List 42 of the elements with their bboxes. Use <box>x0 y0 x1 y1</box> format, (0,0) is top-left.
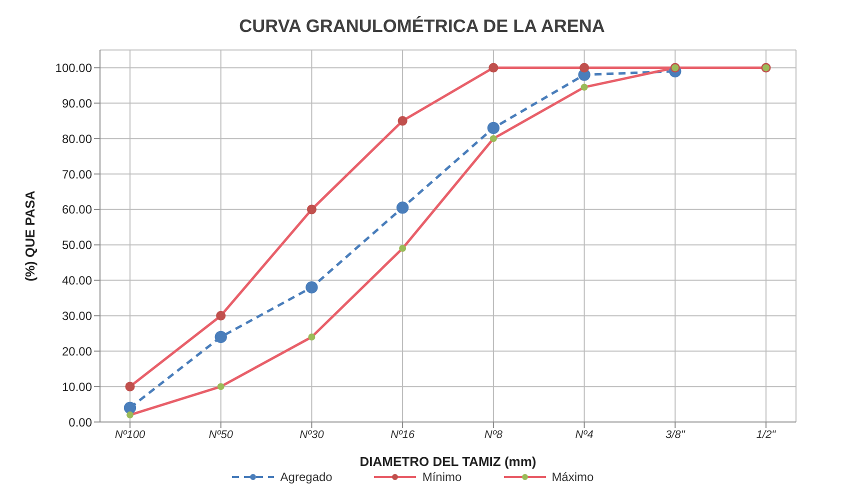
point <box>124 402 136 414</box>
y-tick-label: 90.00 <box>62 96 92 110</box>
y-tick-label: 30.00 <box>62 308 92 323</box>
x-axis-title: DIAMETRO DEL TAMIZ (mm) <box>360 454 536 469</box>
y-tick-label: 60.00 <box>62 202 92 217</box>
y-axis-title: (%) QUE PASA <box>22 190 38 282</box>
y-tick-label: 50.00 <box>62 238 92 252</box>
x-tick-label: Nº50 <box>208 428 234 441</box>
point <box>399 244 406 252</box>
point <box>306 281 318 294</box>
y-tick-label: 100.00 <box>55 60 92 75</box>
point <box>580 84 588 91</box>
legend-label: Mínimo <box>421 470 462 484</box>
point <box>490 135 497 142</box>
y-tick-label: 40.00 <box>62 274 92 288</box>
point <box>398 116 408 126</box>
y-tick-label: 10.00 <box>62 380 92 394</box>
y-tick-label: 20.00 <box>62 344 92 358</box>
point <box>125 382 135 392</box>
point <box>487 122 500 134</box>
legend-label: Agregado <box>279 470 332 484</box>
y-tick-label: 80.00 <box>62 132 92 146</box>
x-tick-label: Nº8 <box>484 428 504 441</box>
point <box>126 411 134 418</box>
x-tick-label: Nº16 <box>390 428 416 441</box>
x-tick-label: Nº30 <box>300 428 325 441</box>
legend-label: Máximo <box>550 470 594 484</box>
point <box>306 204 317 214</box>
y-tick-label: 70.00 <box>62 167 92 182</box>
x-tick-label: 3/8" <box>666 428 686 441</box>
x-tick-label: 1/2" <box>756 428 777 441</box>
x-tick-label: Nº100 <box>114 428 146 441</box>
y-tick-label: 0.00 <box>68 415 92 430</box>
point <box>308 333 316 340</box>
point <box>579 62 590 73</box>
point <box>217 383 224 390</box>
point <box>214 330 227 344</box>
x-tick-label: Nº4 <box>575 428 594 441</box>
point <box>396 202 409 214</box>
point <box>216 310 226 321</box>
point <box>488 62 498 73</box>
chart-title: CURVA GRANULOMÉTRICA DE LA ARENA <box>238 15 606 38</box>
